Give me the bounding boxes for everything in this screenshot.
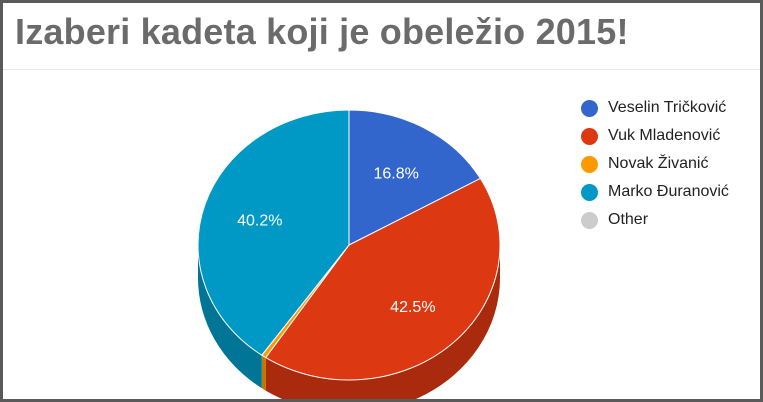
pie-sides	[198, 245, 500, 399]
legend-item-other[interactable]: Other	[581, 206, 756, 234]
legend-swatch	[581, 99, 598, 117]
legend-item-marko-uranovic[interactable]: Marko Đuranović	[581, 178, 756, 206]
data-label-marko-uranovic: 40.2%	[237, 213, 282, 230]
pie-slices	[197, 109, 501, 381]
legend-label: Vuk Mladenović	[608, 127, 721, 144]
data-label-vuk-mladenovic: 42.5%	[390, 299, 435, 316]
legend-label: Novak Živanić	[608, 155, 709, 172]
legend-item-vuk-mladenovic[interactable]: Vuk Mladenović	[581, 122, 756, 150]
pie-slice-vuk-mladenovic[interactable]	[264, 177, 501, 381]
pie-slice-marko-uranovic[interactable]	[197, 109, 350, 356]
chart-legend: Veselin Tričković Vuk Mladenović Novak Živ…	[581, 94, 756, 234]
chart-title: Izaberi kadeta koji je obeležio 2015!	[15, 11, 629, 52]
legend-swatch	[581, 127, 598, 145]
legend-item-veselin-trickovic[interactable]: Veselin Tričković	[581, 94, 756, 122]
pie-side-novak-zivanic	[261, 355, 266, 391]
legend-swatch	[581, 183, 598, 201]
legend-item-novak-zivanic[interactable]: Novak Živanić	[581, 150, 756, 178]
pie-side-vuk-mladenovic	[265, 245, 500, 399]
pie-side-marko-uranovic	[198, 245, 262, 389]
pie-labels: 16.8% 42.5% 40.2%	[237, 166, 435, 317]
legend-label: Other	[608, 211, 649, 228]
pie-slice-veselin-trickovic[interactable]	[348, 109, 482, 246]
data-label-veselin-trickovic: 16.8%	[373, 166, 418, 183]
chart-header: Izaberi kadeta koji je obeležio 2015!	[3, 3, 760, 70]
legend-label: Veselin Tričković	[608, 99, 727, 116]
legend-label: Marko Đuranović	[608, 183, 729, 200]
legend-swatch	[581, 155, 598, 173]
legend-swatch	[581, 211, 598, 229]
pie-chart: 16.8% 42.5% 40.2%	[197, 109, 501, 399]
chart-area: 16.8% 42.5% 40.2% Veselin Tričković Vuk Mla…	[3, 70, 760, 399]
